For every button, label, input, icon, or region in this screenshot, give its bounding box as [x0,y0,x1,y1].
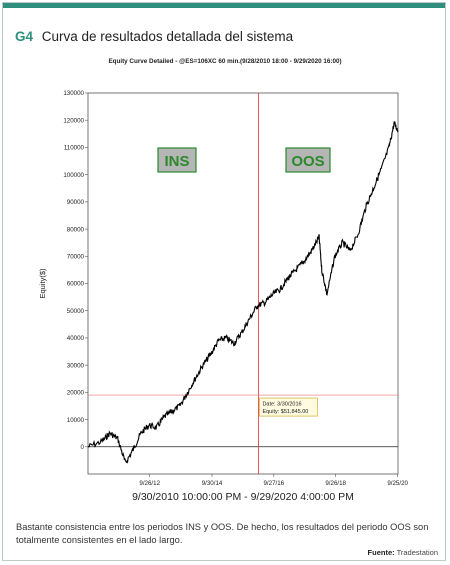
x-tick-label: 9/26/12 [139,480,160,487]
oos-box [285,147,331,173]
source-label: Fuente: [367,548,395,557]
figure-header: G4 Curva de resultados detallada del sis… [15,29,293,44]
source-value: Tradestation [396,548,438,557]
equity-line [87,121,399,464]
y-tick-label: 20000 [67,390,85,397]
y-tick-label: 90000 [67,199,85,206]
figure-frame [2,2,446,561]
annotation-equity: Equity: $51,845.00 [262,409,308,415]
oos-label: OOS [291,153,324,170]
x-tick-label: 9/26/18 [325,480,346,487]
y-tick-label: 10000 [67,417,85,424]
y-tick-label: 110000 [64,145,85,152]
figure-title: Curva de resultados detallada del sistem… [41,29,294,44]
y-tick-label: 130000 [63,90,84,97]
y-tick-label: 80000 [67,226,85,233]
y-tick-label: 100000 [63,172,84,179]
y-tick-label: 30000 [67,362,85,369]
y-tick-label: 0 [81,444,85,451]
y-axis-label: Equity($) [38,268,47,299]
figure-source: Fuente: Tradestation [368,548,438,557]
plot-area [87,92,399,475]
figure-caption: Bastante consistencia entre los periodos… [16,522,429,545]
x-axis-label: 9/30/2010 10:00:00 PM - 9/29/2020 4:00:0… [132,491,354,503]
ins-label: INS [164,153,189,170]
x-tick-label: 9/27/16 [263,480,284,487]
y-tick-label: 50000 [67,308,85,315]
chart-title: Equity Curve Detailed - @ES=106XC 60 min… [108,58,341,65]
x-tick-label: 9/30/14 [202,480,223,487]
ins-box [157,147,197,173]
annotation-date: Date: 3/30/2016 [262,402,301,408]
x-tick-label: 9/25/20 [387,480,408,487]
y-tick-label: 40000 [67,335,85,342]
figure-tag: G4 [15,29,34,44]
y-tick-label: 70000 [67,253,85,260]
y-tick-label: 60000 [67,281,85,288]
accent-bar [3,3,445,8]
annotation-box [259,397,318,417]
y-tick-label: 120000 [63,117,84,124]
